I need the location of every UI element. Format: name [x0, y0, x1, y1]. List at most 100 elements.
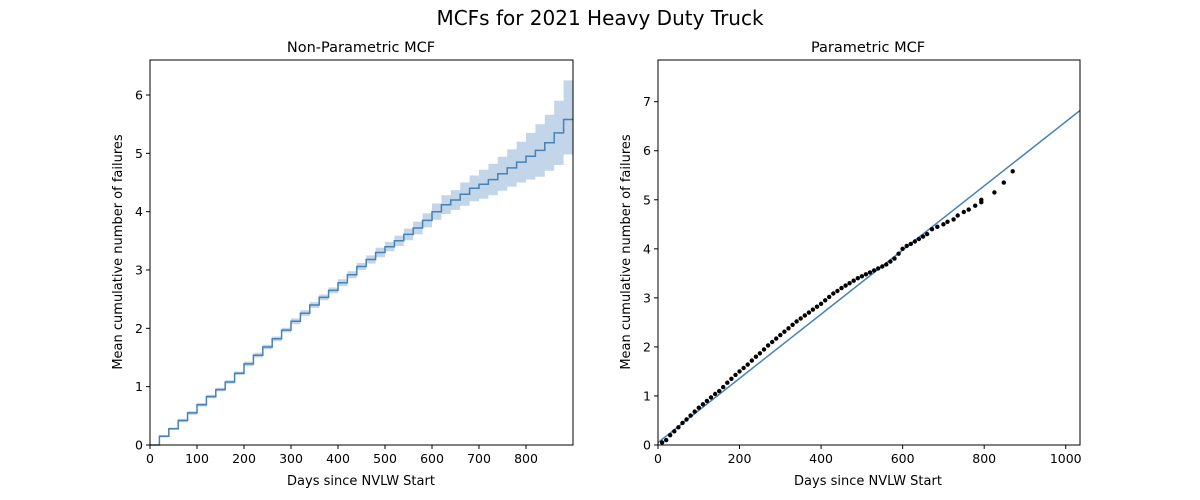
data-point [802, 313, 807, 318]
y-tick-label: 6 [643, 143, 651, 158]
data-point [659, 440, 665, 445]
data-point [672, 429, 677, 434]
data-point [888, 259, 893, 264]
y-tick-label: 6 [135, 88, 143, 103]
data-point [908, 241, 913, 247]
y-tick-label: 5 [643, 192, 651, 207]
data-point [761, 347, 767, 352]
data-point [1010, 169, 1015, 174]
x-tick-label: 200 [728, 451, 752, 466]
axes-title-parametric: Parametric MCF [811, 40, 925, 56]
data-point [961, 209, 966, 215]
y-tick-label: 2 [643, 339, 651, 354]
y-tick-label: 0 [643, 438, 651, 453]
x-tick-label: 400 [326, 451, 350, 466]
data-point [992, 190, 997, 195]
data-point [741, 365, 746, 371]
x-ticks-parametric: 0 200 400 600 800 1000 [654, 445, 1082, 466]
data-point [920, 234, 926, 239]
data-point [839, 285, 844, 291]
x-axis-label-parametric: Days since NVLW Start [794, 474, 942, 489]
data-point [684, 417, 689, 422]
data-point [814, 304, 820, 309]
x-tick-label: 300 [279, 451, 303, 466]
y-tick-label: 1 [135, 379, 143, 394]
x-ticks-non-parametric: 0 100 200 300 400 500 600 700 800 [146, 445, 538, 466]
data-point [786, 326, 791, 331]
data-point [880, 264, 885, 269]
data-point [831, 291, 836, 296]
data-point [676, 425, 681, 430]
data-point [770, 339, 775, 345]
parametric-fit-line [657, 109, 1081, 444]
data-point [884, 262, 889, 267]
data-point [916, 236, 922, 242]
x-tick-label: 0 [146, 451, 154, 466]
data-point [929, 227, 935, 232]
axes-parametric: Parametric MCF Days since NVLW Start Mea… [619, 40, 1082, 489]
data-point [664, 437, 669, 443]
y-tick-label: 1 [643, 388, 651, 403]
x-tick-label: 800 [514, 451, 538, 466]
data-point [782, 329, 787, 334]
axes-title-non-parametric: Non-Parametric MCF [287, 40, 435, 56]
data-point [680, 420, 685, 426]
y-tick-label: 3 [135, 263, 143, 278]
data-point [827, 294, 832, 300]
data-point [668, 433, 673, 438]
x-tick-label: 400 [809, 451, 833, 466]
data-point [867, 270, 873, 275]
mcf-step-line [150, 118, 573, 446]
plot-area-parametric [657, 109, 1081, 445]
y-tick-label: 2 [135, 321, 143, 336]
data-point [765, 343, 771, 348]
x-axis-label-non-parametric: Days since NVLW Start [287, 474, 435, 489]
data-point [729, 376, 734, 381]
data-point [721, 384, 726, 390]
y-tick-label: 7 [643, 94, 651, 109]
data-point [737, 369, 742, 374]
plot-area-non-parametric [150, 80, 573, 446]
data-point [904, 243, 909, 249]
data-point [859, 274, 865, 279]
data-point [892, 256, 897, 261]
data-point [835, 288, 840, 294]
data-point [876, 266, 881, 271]
data-point [855, 276, 860, 281]
y-ticks-non-parametric: 0 1 2 3 4 5 6 [135, 88, 150, 453]
y-ticks-parametric: 0 1 2 3 4 5 6 7 [643, 94, 658, 453]
data-point [757, 351, 763, 356]
figure-title: MCFs for 2021 Heavy Duty Truck [436, 6, 764, 30]
x-tick-label: 200 [232, 451, 256, 466]
y-tick-label: 4 [643, 241, 651, 256]
data-point [712, 391, 718, 397]
data-point [924, 231, 930, 237]
data-point [900, 246, 905, 251]
axes-frame-parametric [657, 59, 1081, 446]
data-point [704, 398, 710, 404]
data-point [708, 395, 714, 400]
data-point [810, 307, 816, 312]
data-point [912, 239, 918, 244]
data-point [818, 301, 824, 306]
axes-non-parametric: Non-Parametric MCF Days since NVLW Start… [111, 40, 574, 489]
data-point [745, 362, 750, 367]
data-point [871, 268, 877, 273]
x-tick-label: 600 [891, 451, 915, 466]
data-point [843, 283, 848, 288]
x-tick-label: 800 [972, 451, 996, 466]
data-point [955, 213, 960, 218]
data-point [935, 224, 940, 229]
data-point [753, 354, 759, 359]
data-point [966, 207, 971, 212]
x-tick-label: 100 [185, 451, 209, 466]
data-point [794, 319, 799, 324]
data-point [717, 388, 722, 394]
x-tick-label: 500 [373, 451, 397, 466]
data-point [945, 219, 950, 224]
x-tick-label: 600 [420, 451, 444, 466]
x-tick-label: 1000 [1050, 451, 1082, 466]
x-tick-label: 700 [467, 451, 491, 466]
data-point [951, 217, 956, 222]
